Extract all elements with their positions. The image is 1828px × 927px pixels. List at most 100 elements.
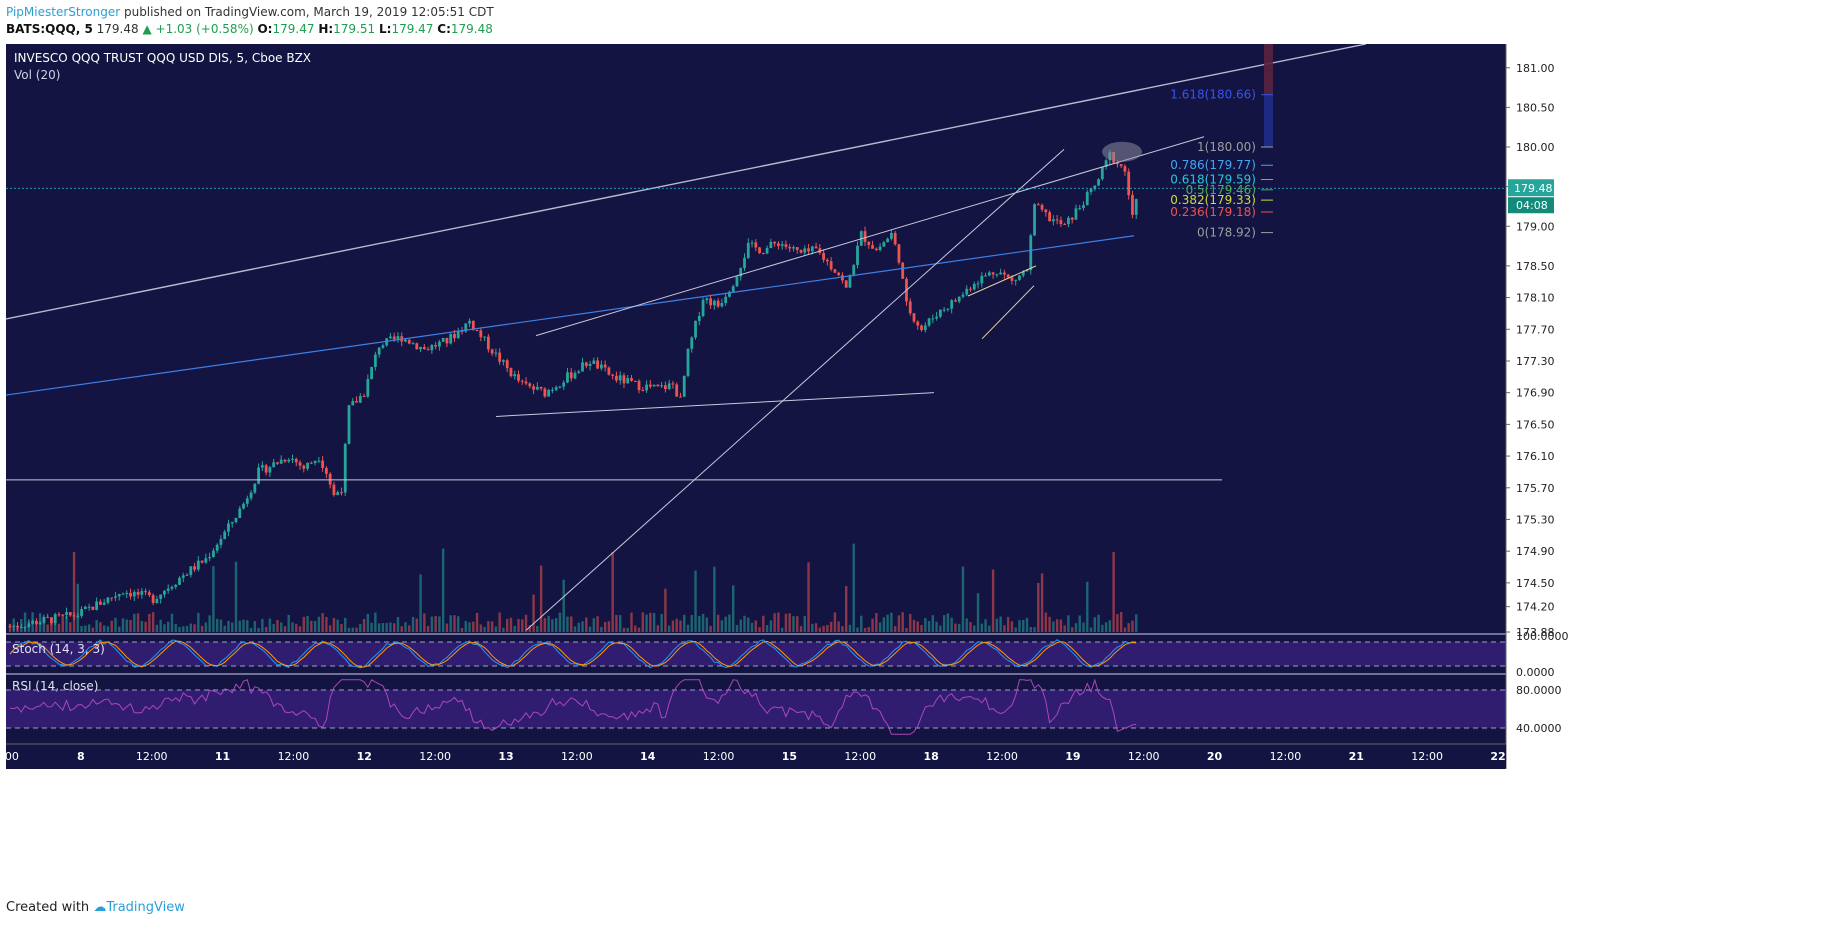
chart-area[interactable]: 1.618(180.66) 1(180.00) 0.786(179.77) 0.618… <box>6 44 1822 889</box>
volume-bar <box>660 613 663 632</box>
volume-bar <box>558 612 562 632</box>
candle-body <box>1131 195 1134 215</box>
candle-body <box>626 378 630 384</box>
volume-bar <box>374 612 377 632</box>
price-tick-label: 178.50 <box>1516 260 1555 273</box>
candle-body <box>1134 199 1138 215</box>
candle-body <box>682 375 686 397</box>
candle-body <box>355 401 358 403</box>
price-tick-label: 176.10 <box>1516 450 1555 463</box>
tradingview-brand[interactable]: TradingView <box>106 900 185 915</box>
time-tick-label: 12:00 <box>1270 750 1302 763</box>
volume-bar <box>694 570 697 632</box>
volume-bar <box>479 624 483 632</box>
volume-bar <box>814 623 818 632</box>
volume-bar <box>163 624 166 632</box>
volume-bar <box>1116 614 1119 632</box>
volume-bar <box>845 586 848 632</box>
candle-body <box>490 349 494 354</box>
volume-bar <box>1048 616 1051 632</box>
candle-body <box>114 596 117 598</box>
volume-bar <box>762 615 765 632</box>
candle-body <box>1089 188 1093 193</box>
candle-body <box>810 246 814 252</box>
candle-body <box>697 316 701 321</box>
volume-bar <box>897 615 901 632</box>
candle-body <box>396 336 400 340</box>
volume-bar <box>701 613 705 632</box>
volume-bar <box>434 615 437 632</box>
volume-bar <box>513 625 516 632</box>
volume-bar <box>988 625 991 632</box>
author-link[interactable]: PipMiesterStronger <box>6 5 121 19</box>
price-tick-label: 179.00 <box>1516 220 1555 233</box>
volume-bar <box>110 620 113 632</box>
volume-bar <box>457 616 460 632</box>
volume-bar <box>472 621 475 632</box>
current-price-tag <box>1508 179 1554 197</box>
candle-body <box>856 245 859 265</box>
volume-bar <box>415 618 418 632</box>
rsi-legend: RSI (14, close) <box>12 679 98 693</box>
volume-bar <box>615 614 618 632</box>
volume-bar <box>799 626 803 632</box>
candle-body <box>1119 164 1123 167</box>
volume-bar <box>984 619 987 632</box>
volume-bar <box>927 620 931 632</box>
volume-bar <box>215 618 219 632</box>
candle-body <box>712 300 716 306</box>
volume-bar <box>242 619 245 632</box>
volume-bar <box>419 574 422 632</box>
candle-body <box>773 241 777 244</box>
time-tick-label: 14 <box>640 750 656 763</box>
candle-body <box>456 330 460 339</box>
candle-body <box>238 508 242 518</box>
candle-body <box>520 380 524 382</box>
volume-bar <box>950 617 953 632</box>
volume-bar <box>619 615 622 632</box>
candle-body <box>449 333 453 344</box>
candle-body <box>1003 272 1006 275</box>
volume-bar <box>494 626 498 632</box>
volume-bar <box>155 624 159 632</box>
volume-bar <box>1078 615 1081 632</box>
candle-body <box>279 459 283 464</box>
volume-bar <box>1010 621 1014 632</box>
candle-body <box>596 360 599 369</box>
candle-body <box>136 592 140 595</box>
volume-bar <box>905 627 908 632</box>
candle-body <box>758 247 761 254</box>
candle-body <box>498 352 502 362</box>
candle-body <box>245 498 249 504</box>
candle-body <box>1116 162 1119 165</box>
top-ellipse <box>1102 141 1142 162</box>
candle-body <box>276 462 279 464</box>
close-value: 179.48 <box>450 22 493 36</box>
volume-bar <box>1037 582 1040 632</box>
candle-body <box>999 272 1003 275</box>
volume-legend: Vol (20) <box>14 68 60 82</box>
volume-bar <box>607 621 611 632</box>
volume-bar <box>664 588 667 632</box>
volume-bar <box>1067 615 1070 632</box>
candle-body <box>1093 185 1097 189</box>
volume-bar <box>396 617 400 632</box>
volume-bar <box>42 618 46 632</box>
volume-bar <box>848 624 852 632</box>
candle-body <box>392 336 396 340</box>
tradingview-logo-icon[interactable]: ☁ <box>93 900 107 915</box>
volume-bar <box>426 626 430 632</box>
candle-body <box>995 274 999 276</box>
candle-body <box>151 595 155 603</box>
volume-bar <box>1044 612 1048 632</box>
candle-body <box>328 473 332 485</box>
candle-body <box>599 364 603 369</box>
volume-bar <box>754 620 757 632</box>
candle-body <box>166 588 170 591</box>
chart-svg[interactable]: 1.618(180.66) 1(180.00) 0.786(179.77)0.618… <box>6 44 1822 889</box>
candle-body <box>532 386 535 390</box>
volume-bar <box>728 614 731 632</box>
price-axis-bg <box>1506 44 1822 769</box>
volume-bar <box>404 622 407 632</box>
volume-bar <box>622 627 626 632</box>
